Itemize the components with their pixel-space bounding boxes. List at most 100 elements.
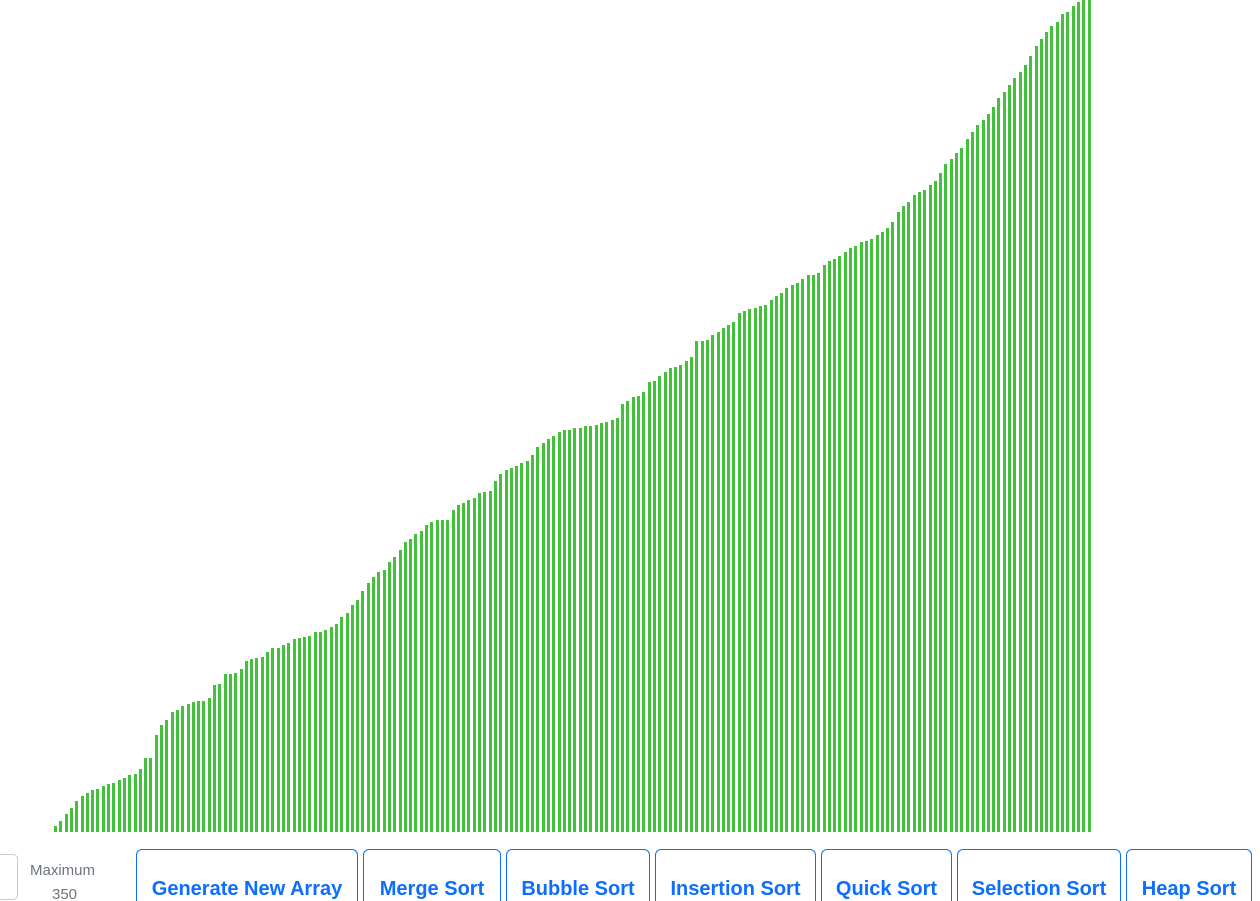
array-bar <box>314 632 317 832</box>
array-bar <box>54 826 57 832</box>
array-bar <box>134 774 137 832</box>
array-bar <box>234 673 237 832</box>
array-bar <box>462 503 465 832</box>
generate-new-array-button[interactable]: Generate New Array <box>136 849 358 901</box>
array-bar <box>913 195 916 832</box>
array-bar <box>91 790 94 832</box>
selection-sort-button[interactable]: Selection Sort <box>957 849 1121 901</box>
array-bar <box>626 401 629 832</box>
array-bar <box>356 600 359 832</box>
array-bar <box>1061 14 1064 832</box>
array-bar <box>1077 2 1080 832</box>
array-bar <box>367 583 370 832</box>
array-bar <box>701 341 704 832</box>
array-bar <box>923 190 926 832</box>
merge-sort-button[interactable]: Merge Sort <box>363 849 501 901</box>
array-bar <box>664 372 667 832</box>
quick-sort-button[interactable]: Quick Sort <box>821 849 952 901</box>
array-bar <box>950 159 953 832</box>
array-bar <box>711 335 714 832</box>
array-bar <box>86 793 89 832</box>
array-bar <box>1003 92 1006 832</box>
array-bar <box>658 376 661 832</box>
array-bar <box>1066 12 1069 832</box>
array-bar <box>754 308 757 832</box>
array-bar <box>399 550 402 832</box>
array-bar <box>351 605 354 832</box>
array-bar <box>229 674 232 832</box>
array-bar <box>335 624 338 832</box>
maximum-value: 350 <box>52 886 77 901</box>
array-bar <box>695 341 698 832</box>
array-bar <box>748 309 751 832</box>
array-bar <box>881 232 884 832</box>
array-bar <box>107 784 110 832</box>
array-bar <box>600 423 603 832</box>
array-bar <box>807 275 810 832</box>
array-bar <box>1008 85 1011 832</box>
array-bar <box>573 428 576 832</box>
array-bar <box>801 279 804 832</box>
insertion-sort-button[interactable]: Insertion Sort <box>655 849 816 901</box>
array-bar <box>277 648 280 832</box>
array-bar <box>934 181 937 832</box>
array-bar <box>261 657 264 832</box>
heap-sort-button[interactable]: Heap Sort <box>1126 849 1252 901</box>
array-bar <box>483 492 486 832</box>
array-bar <box>886 228 889 832</box>
array-bar <box>346 613 349 832</box>
array-bar <box>987 114 990 832</box>
array-bar <box>404 542 407 832</box>
array-bar <box>1013 78 1016 832</box>
array-bar <box>224 674 227 832</box>
array-bar <box>552 436 555 832</box>
array-bar <box>791 285 794 832</box>
array-bar <box>213 685 216 832</box>
array-bar <box>165 720 168 832</box>
array-bar <box>817 273 820 832</box>
array-bar <box>796 283 799 832</box>
array-bar <box>611 420 614 832</box>
maximum-label: Maximum <box>30 862 95 879</box>
array-bar <box>642 392 645 832</box>
array-bar <box>139 769 142 832</box>
array-bar <box>128 775 131 832</box>
array-bar <box>1045 32 1048 832</box>
array-bar <box>430 522 433 832</box>
array-size-slider[interactable] <box>0 854 18 900</box>
array-bar <box>414 534 417 832</box>
array-bar <box>436 520 439 832</box>
array-bar <box>558 432 561 832</box>
array-bar <box>997 98 1000 832</box>
array-bar <box>1035 46 1038 832</box>
array-bar <box>621 404 624 832</box>
array-bar <box>780 293 783 832</box>
array-bar <box>282 645 285 832</box>
array-bar <box>1056 22 1059 832</box>
array-bar <box>605 422 608 832</box>
array-bar <box>616 418 619 832</box>
array-bar <box>271 648 274 832</box>
bubble-sort-button[interactable]: Bubble Sort <box>506 849 650 901</box>
array-bar <box>197 701 200 832</box>
array-bar <box>489 491 492 832</box>
array-bar <box>515 466 518 832</box>
array-bar <box>632 397 635 832</box>
array-bar <box>759 306 762 832</box>
array-bar <box>531 455 534 832</box>
array-bar <box>1019 72 1022 832</box>
array-bar <box>520 463 523 832</box>
array-bar <box>955 153 958 832</box>
array-bar <box>473 498 476 832</box>
array-bar <box>255 658 258 832</box>
array-bar <box>785 288 788 832</box>
array-bar <box>764 305 767 832</box>
array-bar <box>595 425 598 832</box>
array-bar <box>208 698 211 832</box>
controls-toolbar: Maximum 350 Generate New Array Merge Sor… <box>0 848 1260 901</box>
array-bar <box>409 539 412 832</box>
array-bar <box>722 328 725 832</box>
array-bar <box>393 557 396 832</box>
array-bar <box>775 296 778 832</box>
